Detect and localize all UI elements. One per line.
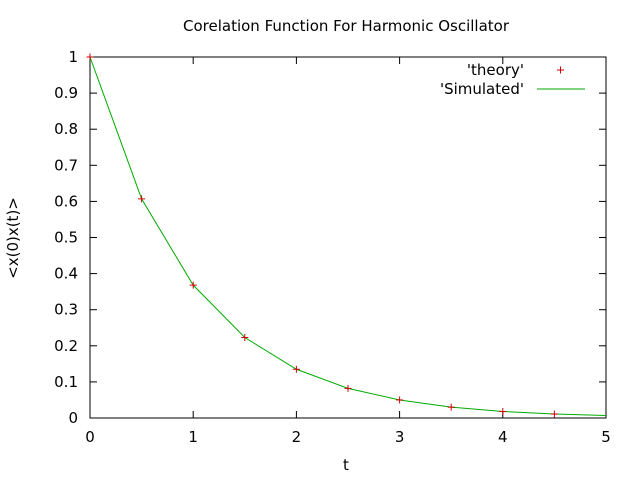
y-tick-label: 0.1 xyxy=(54,373,78,391)
x-tick-label: 4 xyxy=(498,428,508,446)
y-tick-label: 0.5 xyxy=(54,229,78,247)
x-tick-label: 3 xyxy=(395,428,405,446)
series-line-simulated xyxy=(89,56,607,416)
x-tick-label: 0 xyxy=(85,428,95,446)
theory-point xyxy=(550,410,558,418)
legend-marker-theory xyxy=(557,66,564,74)
y-tick-label: 0.2 xyxy=(54,337,78,355)
series-layer xyxy=(86,53,607,418)
y-tick-label: 0.4 xyxy=(54,265,78,283)
theory-point xyxy=(189,281,197,289)
y-tick-label: 1 xyxy=(68,48,78,66)
theory-point xyxy=(447,403,455,411)
y-axis-label: <x(0)x(t)> xyxy=(4,197,22,279)
theory-point xyxy=(138,195,146,203)
y-tick-label: 0.3 xyxy=(54,301,78,319)
theory-point xyxy=(86,53,94,61)
plot-frame xyxy=(89,56,607,419)
theory-point xyxy=(241,333,249,341)
x-axis-label: t xyxy=(343,456,349,474)
theory-point xyxy=(292,365,300,373)
y-tick-label: 0.7 xyxy=(54,156,78,174)
y-axis: 0 0.1 0.2 0.3 0.4 0.5 0.6 0.7 0.8 0.9 1 xyxy=(54,48,606,427)
x-tick-label: 2 xyxy=(292,428,302,446)
y-tick-label: 0.9 xyxy=(54,84,78,102)
legend-label: 'theory' xyxy=(467,61,524,79)
x-tick-label: 1 xyxy=(188,428,198,446)
legend-label: 'Simulated' xyxy=(440,80,524,98)
x-axis: 0 1 2 3 4 5 xyxy=(85,57,611,446)
y-tick-label: 0.6 xyxy=(54,192,78,210)
x-tick-label: 5 xyxy=(601,428,611,446)
legend: 'theory''Simulated' xyxy=(440,61,585,98)
y-tick-label: 0.8 xyxy=(54,120,78,138)
theory-point xyxy=(499,408,507,416)
theory-point xyxy=(396,396,404,404)
theory-point xyxy=(344,384,352,392)
y-tick-label: 0 xyxy=(68,409,78,427)
chart-title: Corelation Function For Harmonic Oscilla… xyxy=(183,17,510,35)
